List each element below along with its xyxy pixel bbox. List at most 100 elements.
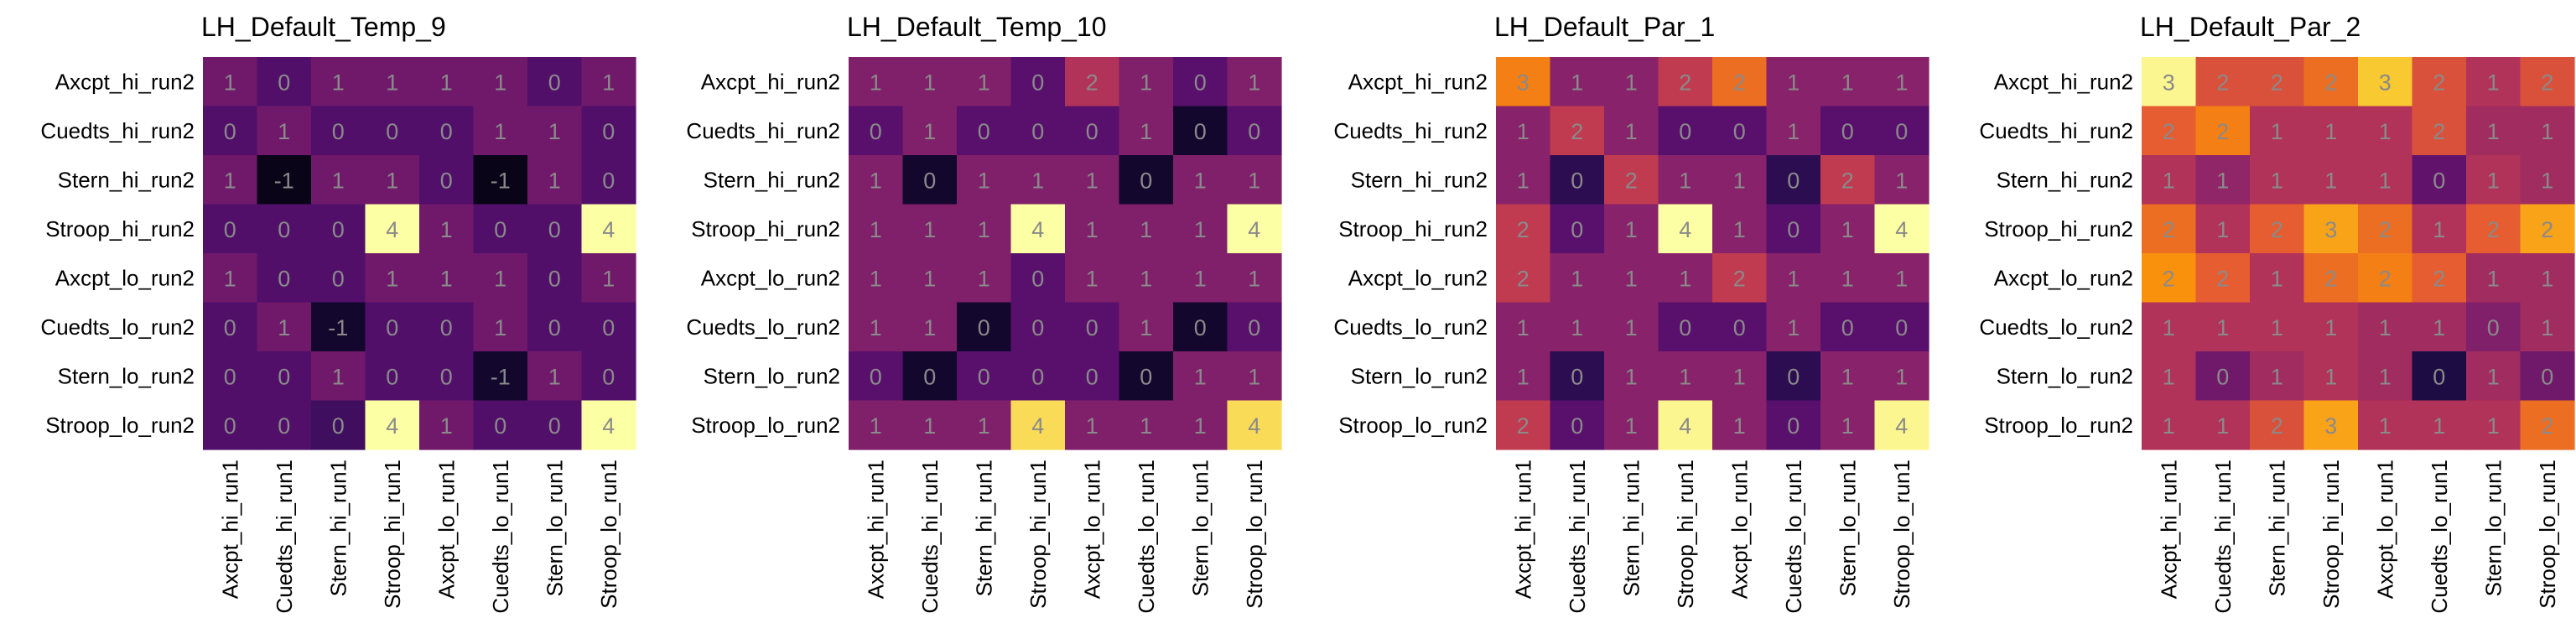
cell-value-label: 0 — [224, 364, 236, 389]
cell-value-label: 4 — [1248, 413, 1260, 439]
heatmap-cell — [1604, 400, 1659, 450]
heatmap-cell — [849, 155, 904, 205]
cell-value-label: 1 — [1895, 168, 1908, 193]
column-label: Cuedts_hi_run1 — [272, 460, 297, 614]
heatmap-cell — [2142, 106, 2197, 156]
heatmap-cell — [1712, 253, 1768, 304]
heatmap-cell — [1065, 400, 1120, 450]
heatmap-cell — [1227, 204, 1282, 254]
cell-value-label: 3 — [2379, 70, 2392, 95]
heatmap-cell — [1874, 351, 1929, 402]
cell-value-label: 1 — [1787, 315, 1800, 340]
heatmap-cell — [2412, 351, 2467, 402]
row-label: Cuedts_hi_run2 — [1333, 118, 1488, 143]
heatmap-cell — [1227, 351, 1282, 402]
cell-value-label: 2 — [2541, 413, 2553, 439]
cell-value-label: 1 — [923, 266, 936, 291]
heatmap-cell — [365, 57, 420, 107]
column-label: Stroop_lo_run1 — [1889, 460, 1914, 609]
heatmap-cell — [203, 302, 258, 352]
heatmap-cell — [902, 155, 958, 205]
heatmap-cell — [1010, 400, 1066, 450]
cell-value-label: 0 — [386, 315, 398, 340]
heatmap-cell — [2520, 155, 2575, 205]
heatmap-cell — [1496, 204, 1551, 254]
row-label: Stroop_lo_run2 — [691, 413, 840, 438]
cell-value-label: 0 — [1031, 315, 1044, 340]
cell-value-label: 0 — [602, 315, 615, 340]
heatmap-cell — [1119, 106, 1174, 156]
cell-value-label: 1 — [2271, 315, 2283, 340]
cell-value-label: 4 — [386, 217, 398, 242]
column-label: Axcpt_hi_run1 — [217, 460, 242, 599]
cell-value-label: 0 — [548, 413, 561, 439]
cell-value-label: 0 — [1841, 315, 1854, 340]
heatmap-panel-par-2: LH_Default_Par_2 3 2 2 2 3 2 1 2 2 2 1 1 1 2 1 1 1 1 1 1 1 0 1… — [1979, 12, 2575, 614]
heatmap-cell — [1712, 400, 1768, 450]
column-label: Cuedts_lo_run1 — [1781, 460, 1806, 614]
cell-value-label: 4 — [1248, 217, 1260, 242]
cell-value-label: 0 — [1787, 413, 1800, 439]
column-label: Stroop_lo_run1 — [2535, 460, 2560, 609]
cell-value-label: 1 — [494, 266, 506, 291]
heatmap-cell — [581, 106, 636, 156]
cell-value-label: 0 — [224, 315, 236, 340]
heatmap-cell — [1658, 351, 1713, 402]
heatmap-cell — [527, 302, 583, 352]
heatmap-cell — [473, 400, 528, 450]
cell-value-label: 1 — [1841, 266, 1854, 291]
heatmap-cell — [2195, 155, 2251, 205]
column-label: Axcpt_lo_run1 — [1727, 460, 1752, 599]
heatmap-cell — [257, 155, 312, 205]
heatmap-cell — [473, 351, 528, 402]
heatmap-cell — [2142, 400, 2197, 450]
cell-value-label: 2 — [2216, 70, 2229, 95]
heatmap-cell — [2250, 351, 2305, 402]
heatmap-cell — [1550, 106, 1605, 156]
heatmap-cell — [257, 302, 312, 352]
cell-value-label: 1 — [2379, 364, 2392, 389]
row-label: Stern_lo_run2 — [704, 363, 840, 388]
heatmap-cell — [2466, 57, 2521, 107]
heatmap-cell — [2358, 400, 2413, 450]
heatmap-cell — [311, 57, 366, 107]
cell-value-label: 1 — [1517, 168, 1530, 193]
cell-value-label: 2 — [2433, 266, 2445, 291]
cell-value-label: 1 — [2541, 266, 2553, 291]
cell-value-label: 2 — [2379, 266, 2392, 291]
row-label: Stroop_hi_run2 — [1984, 216, 2133, 242]
cell-value-label: 0 — [332, 413, 345, 439]
heatmap-cell — [1010, 351, 1066, 402]
heatmap-cell — [2358, 302, 2413, 352]
cell-value-label: 1 — [1787, 266, 1800, 291]
cell-value-label: 0 — [1895, 119, 1908, 144]
cell-value-label: 2 — [2271, 217, 2283, 242]
cell-value-label: 1 — [1625, 315, 1638, 340]
heatmap-cell — [1119, 253, 1174, 304]
heatmap-cell — [1604, 57, 1659, 107]
column-label: Axcpt_hi_run1 — [863, 460, 888, 599]
heatmap-cell — [1550, 400, 1605, 450]
cell-value-label: 1 — [1140, 119, 1152, 144]
row-label: Stern_hi_run2 — [1997, 167, 2133, 192]
heatmap-cell — [581, 204, 636, 254]
heatmap-cell — [1712, 106, 1768, 156]
heatmap-cell — [2466, 204, 2521, 254]
cell-value-label: 0 — [278, 413, 290, 439]
heatmap-cell — [365, 155, 420, 205]
cell-value-label: 2 — [2541, 70, 2553, 95]
cell-value-label: 1 — [1140, 315, 1152, 340]
cell-value-label: 1 — [2216, 217, 2229, 242]
heatmap-cell — [257, 106, 312, 156]
cell-value-label: 1 — [224, 266, 236, 291]
heatmap-cell — [849, 106, 904, 156]
heatmap-cell — [1658, 302, 1713, 352]
cell-value-label: 0 — [1194, 119, 1207, 144]
heatmap-cell — [2250, 106, 2305, 156]
cell-value-label: 0 — [1248, 315, 1260, 340]
heatmap-cell — [1227, 302, 1282, 352]
cell-value-label: 0 — [870, 364, 882, 389]
cell-value-label: 0 — [1140, 364, 1152, 389]
heatmap-cell — [2358, 57, 2413, 107]
